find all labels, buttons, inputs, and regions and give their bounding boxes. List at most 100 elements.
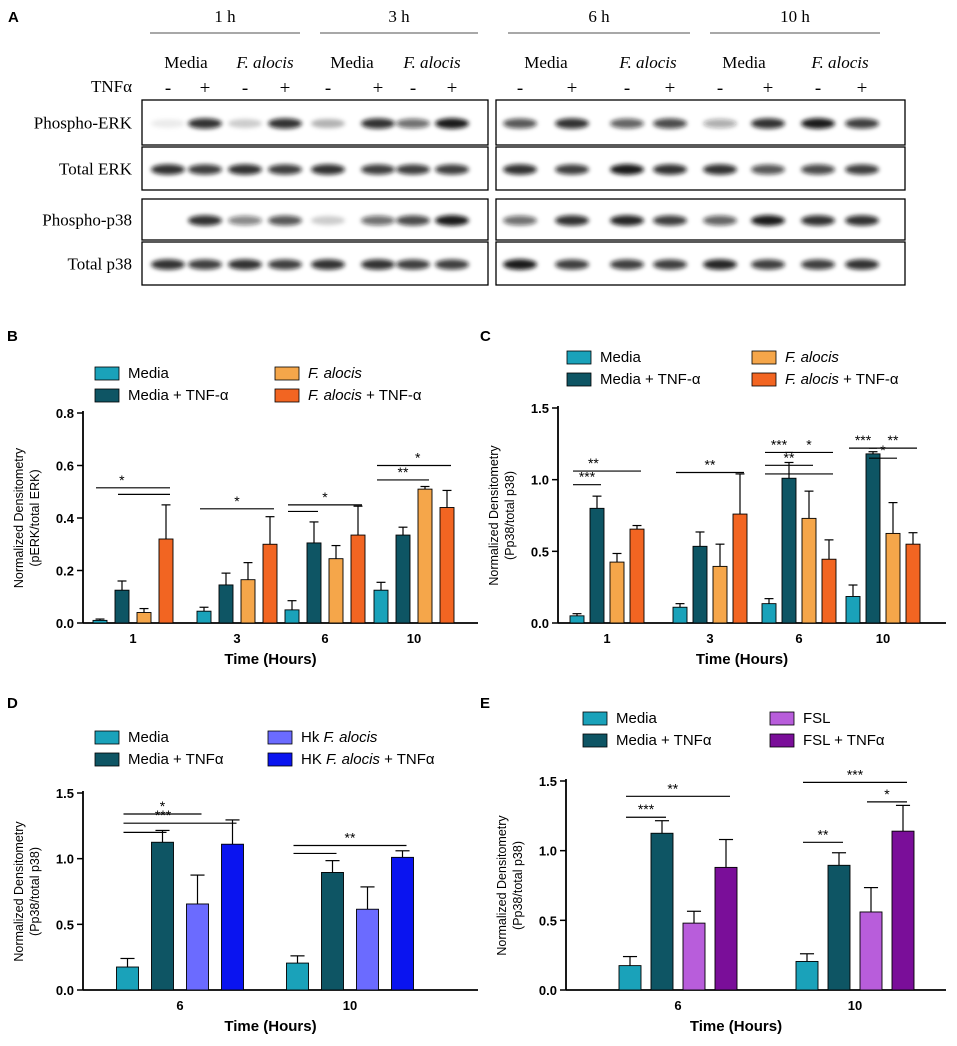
y-tick-label: 0.2 [56,564,74,579]
legend-swatch [769,711,795,726]
blot-band [268,164,302,175]
bar [672,606,688,624]
legend-swatch [274,366,300,381]
x-tick-label: 6 [674,998,681,1013]
legend-swatch [582,733,608,748]
lane-sign: - [410,78,416,99]
x-tick-label: 6 [795,631,802,646]
lane-sign: - [242,78,248,99]
significance-mark: ** [818,826,829,842]
legend-swatch [566,372,592,387]
y-tick-label: 1.5 [531,401,549,416]
legend-swatch [751,372,777,387]
blot-band [435,164,469,175]
blot-band [396,259,430,270]
blot-band [610,164,644,175]
legend-label: HK F. alocis + TNFα [301,751,435,768]
bar [827,864,851,991]
x-axis-label: Time (Hours) [696,651,788,668]
y-label-line1: Normalized Densitometry [487,445,501,586]
legend-label: Media [128,729,170,746]
y-axis-label: Normalized Densitometry (Pp38/total p38) [495,815,525,956]
blot-band [435,215,469,226]
y-label-line1: Normalized Densitometry [495,815,509,956]
y-axis-label: Normalized Densitometry (pERK/total ERK) [12,447,42,588]
bar [589,507,605,624]
legend-swatch [566,350,592,365]
chart-panel-c: C Media Media + TNF-α F. alocis F. alocis + … [480,328,946,668]
bar [629,528,645,624]
y-tick-label: 1.5 [539,774,557,789]
lane-sign: + [200,78,211,99]
tnf-label: TNFα [91,77,132,96]
bar [158,538,174,624]
legend-label: Media + TNF-α [128,387,229,404]
blot-band [396,164,430,175]
blot-band [311,216,345,225]
y-tick-label: 0.0 [539,983,557,998]
blot-band [845,215,879,226]
media-label: Media [330,53,374,72]
y-label-line2: (pERK/total ERK) [28,469,42,566]
lane-sign: + [373,78,384,99]
bar [618,965,642,991]
blot-row-label: Phospho-p38 [42,211,132,230]
blot-band [801,259,835,270]
bar [218,584,234,624]
blot-band [435,118,469,129]
legend-swatch [94,752,120,767]
blot-band [268,215,302,226]
bar [795,960,819,991]
bar [821,558,837,624]
bar [569,615,585,624]
lane-sign: - [624,78,630,99]
x-axis-label: Time (Hours) [224,1018,316,1035]
blot-band [503,215,537,226]
significance-mark: * [415,450,421,466]
y-tick-label: 1.0 [531,473,549,488]
falocis-label: F. alocis [618,53,677,72]
bar [136,612,152,624]
falocis-label: F. alocis [402,53,461,72]
blot-band [801,215,835,226]
bar [306,542,322,624]
significance-mark: * [234,493,240,509]
x-axis-label: Time (Hours) [690,1018,782,1035]
blot-band [188,118,222,129]
time-header: 3 h [388,7,410,26]
lane-sign: + [857,78,868,99]
blot-band [311,259,345,270]
bar [845,596,861,624]
blot-band [361,259,395,270]
blot-band [188,215,222,226]
blot-band [503,118,537,129]
lane-sign: - [165,78,171,99]
blot-band [751,259,785,270]
bar [650,832,674,991]
blot-band [361,164,395,175]
y-tick-label: 0.8 [56,406,74,421]
media-label: Media [722,53,766,72]
y-label-line2: (Pp38/total p38) [28,847,42,936]
bar [682,922,706,991]
time-header: 6 h [588,7,610,26]
bar [92,619,108,624]
blot-band [555,164,589,175]
blot-band [845,164,879,175]
y-axis-label: Normalized Densitometry (Pp38/total p38) [12,821,42,962]
bar [114,589,130,624]
bar [356,908,379,991]
chart-panel-e: E Media Media + TNFα FSL FSL + TNFα 0.0 0.5 1.0… [480,695,946,1035]
significance-mark: *** [771,436,788,452]
legend-swatch [274,388,300,403]
y-tick-label: 0.0 [56,983,74,998]
legend-label: F. alocis + TNF-α [308,387,422,404]
chart-panel-b: B Media Media + TNF-α F. alocis F. alocis + … [7,328,478,668]
x-tick-label: 3 [706,631,713,646]
blot-band [653,259,687,270]
x-tick-label: 10 [848,998,862,1013]
lane-sign: - [325,78,331,99]
bar [262,543,278,624]
bar [905,543,921,624]
x-tick-label: 3 [233,631,240,646]
